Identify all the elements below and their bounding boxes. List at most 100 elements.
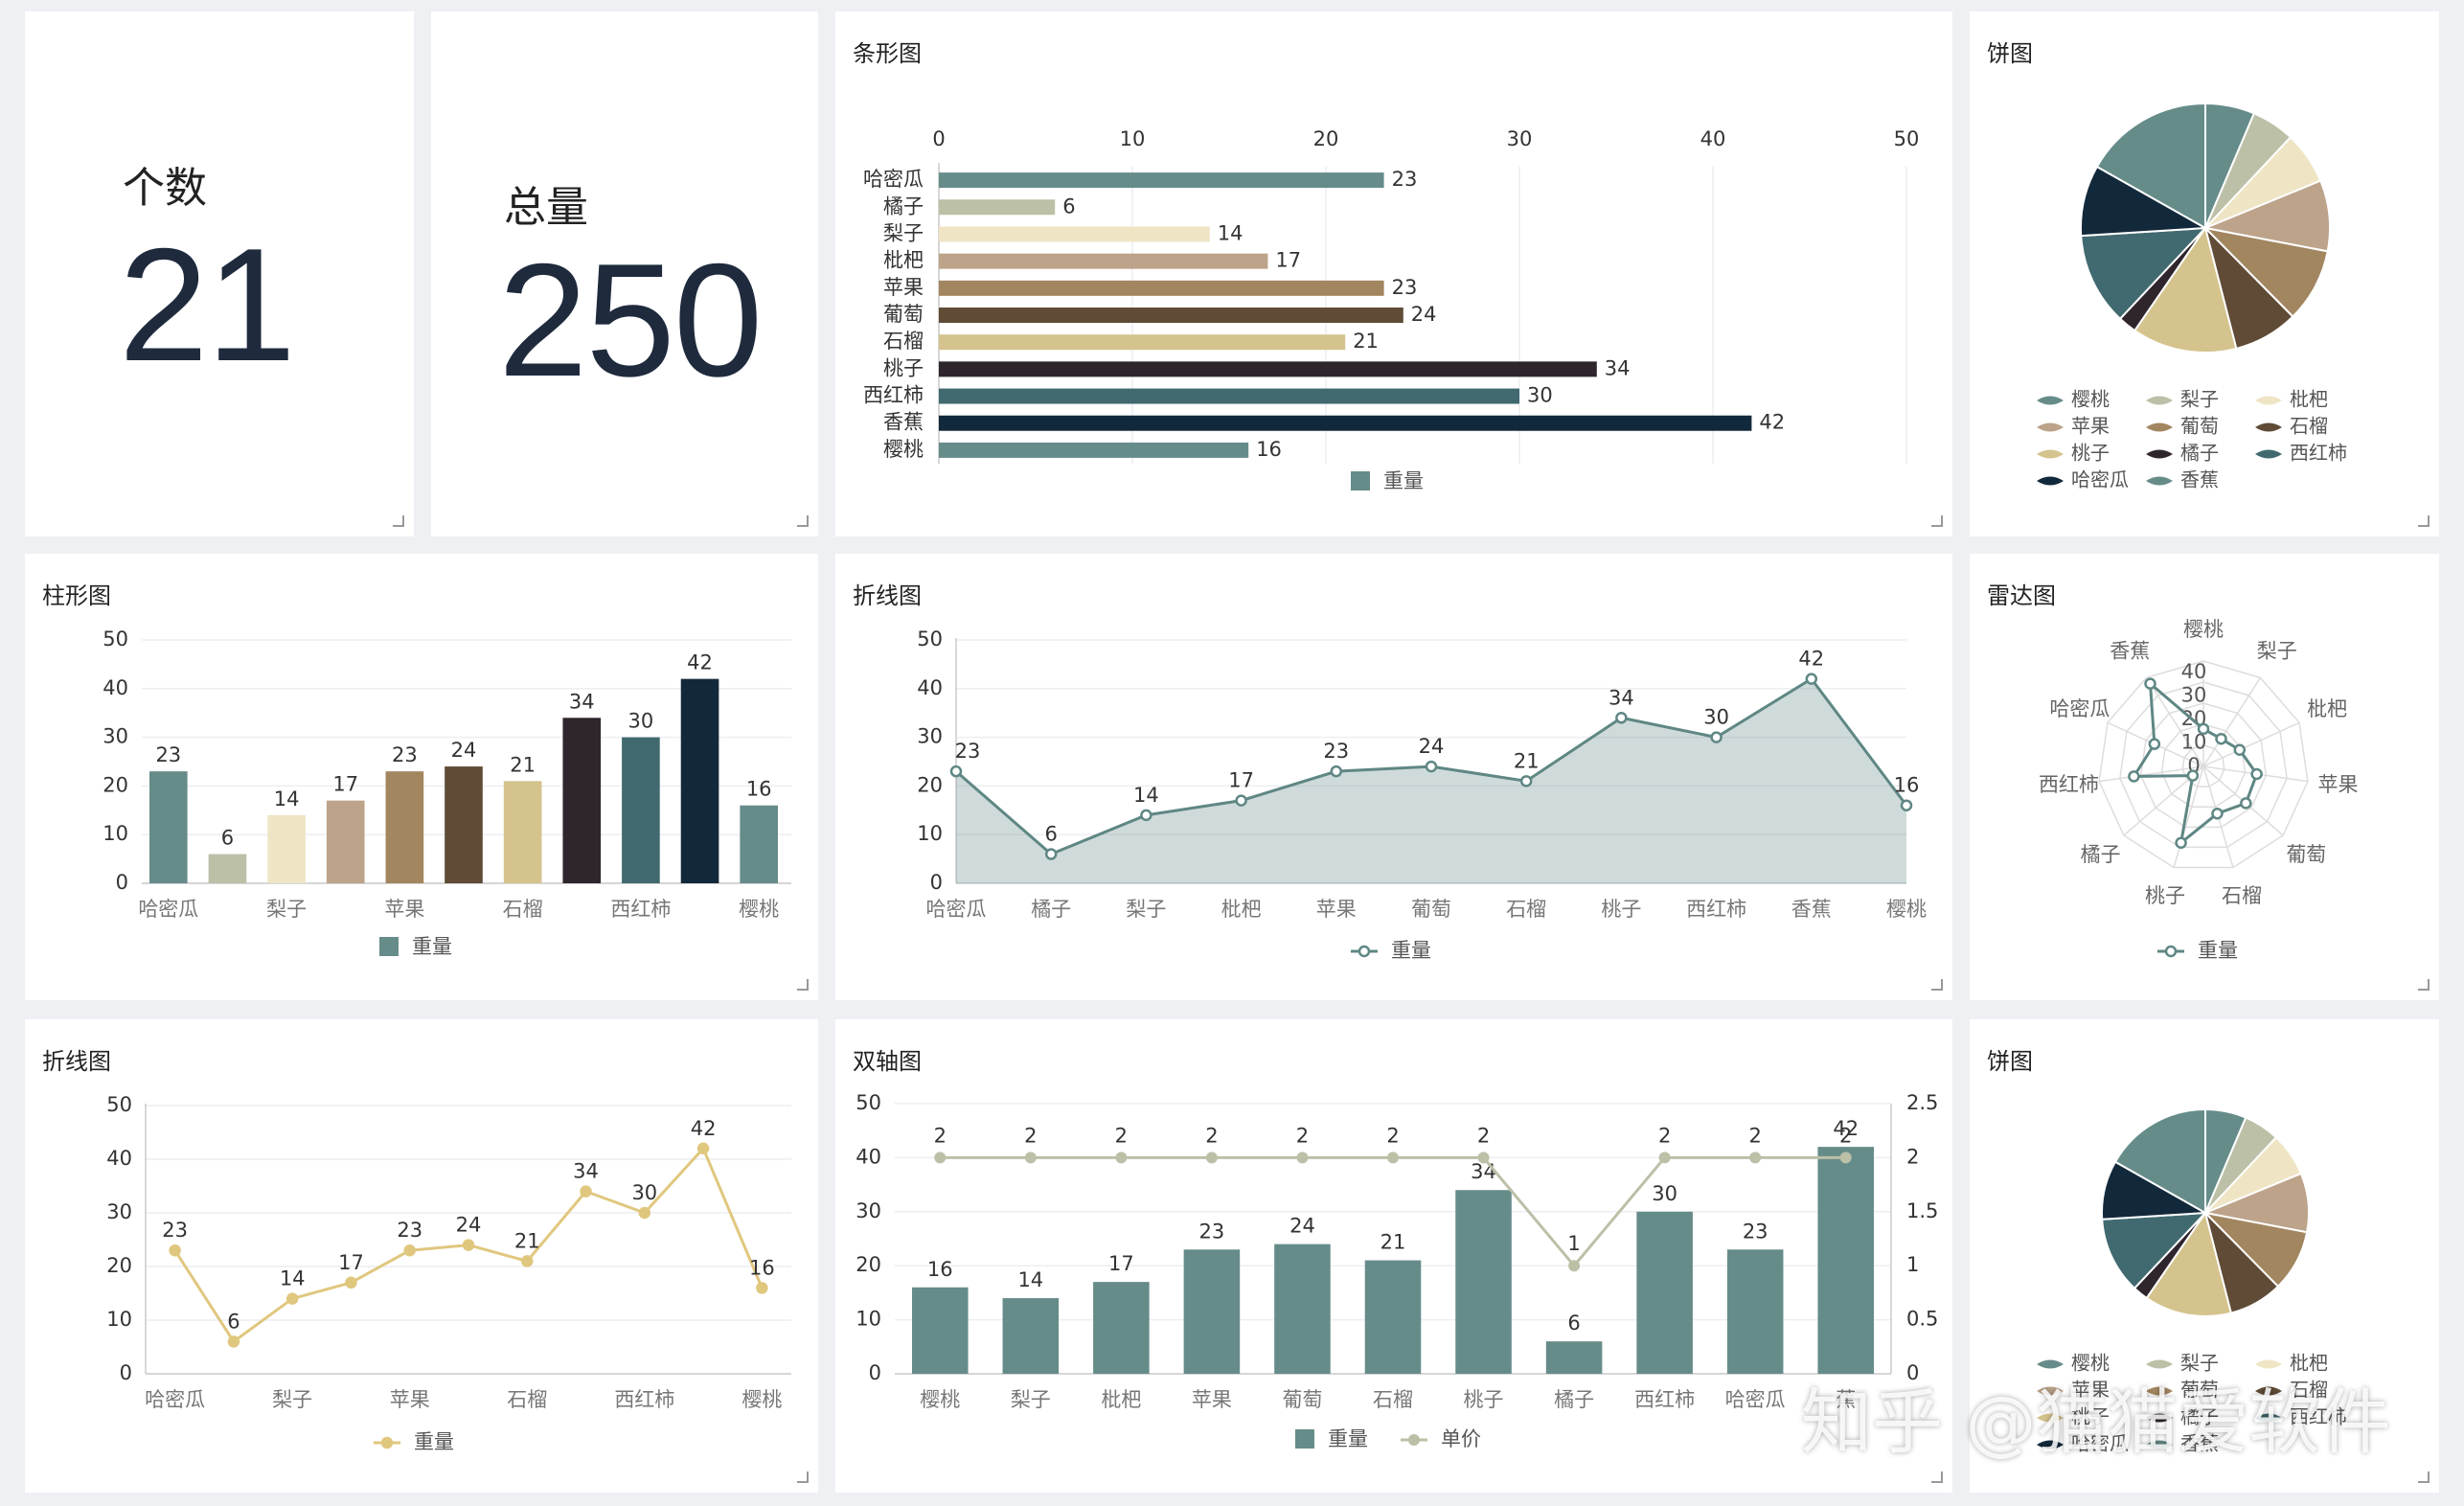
panel-title: 折线图 — [42, 1048, 111, 1075]
data-label: 2 — [1205, 1124, 1218, 1147]
legend-label: 枇杷 — [2290, 388, 2328, 411]
data-label: 21 — [510, 753, 536, 776]
legend-swatch — [2037, 1386, 2064, 1396]
x-tick-label: 西红柿 — [1634, 1388, 1695, 1411]
data-point — [285, 1292, 299, 1305]
pie1-panel: 饼图 樱桃 梨子 枇杷 苹果 葡萄 石榴 桃子 橘子 西红柿 哈密瓜 香蕉 — [1970, 11, 2439, 536]
y-tick-label: 40 — [103, 676, 128, 699]
legend-swatch — [2146, 476, 2173, 486]
resize-handle[interactable] — [2418, 979, 2430, 991]
data-label: 23 — [162, 1219, 188, 1242]
data-label: 30 — [631, 1181, 657, 1204]
data-point — [949, 764, 963, 778]
legend-label: 西红柿 — [2290, 1405, 2347, 1428]
column-chart: 0 10 20 30 40 50 23 哈密瓜 6 14 梨子 17 23 苹果 24 21 石榴 34 30 西红柿… — [103, 628, 791, 958]
bar — [1093, 1282, 1150, 1374]
data-point — [521, 1255, 534, 1267]
resize-handle[interactable] — [393, 515, 404, 527]
resize-handle[interactable] — [797, 979, 809, 991]
resize-handle[interactable] — [797, 1472, 809, 1483]
data-point — [1140, 809, 1152, 822]
watermark: 知乎 @猫猫爱软件 — [1801, 1381, 2391, 1464]
data-point — [2197, 722, 2210, 736]
y-tick-label: 30 — [103, 725, 128, 748]
bar — [503, 781, 542, 883]
y2-tick-label: 1.5 — [1906, 1199, 1938, 1222]
resize-handle[interactable] — [1931, 979, 1943, 991]
bar — [208, 854, 247, 883]
legend-swatch — [2255, 1413, 2282, 1423]
bar — [939, 415, 1752, 431]
data-label: 23 — [1323, 740, 1349, 763]
legend-label: 梨子 — [2180, 388, 2219, 411]
legend-label: 石榴 — [2290, 1379, 2328, 1402]
data-point — [227, 1335, 240, 1348]
x-tick-label: 樱桃 — [920, 1388, 960, 1411]
bar — [149, 771, 188, 883]
line2-panel: 折线图 0 10 20 30 40 50 23 哈密瓜 6 14 梨子 17 23 苹果 24 21 石榴 34 3… — [25, 1019, 818, 1493]
dual-panel: 双轴图 0 10 20 30 40 50 0 0.5 1 1.5 2 2.5 16 樱桃 14 梨子 17 枇杷 2… — [835, 1019, 1952, 1493]
pie-slice — [2101, 1211, 2208, 1290]
data-point — [696, 1142, 710, 1155]
radar-axis-label: 枇杷 — [2307, 697, 2347, 720]
legend-marker — [380, 1436, 394, 1449]
line2-chart: 0 10 20 30 40 50 23 哈密瓜 6 14 梨子 17 23 苹果 24 21 石榴 34 30 西红柿… — [106, 1093, 791, 1453]
legend-swatch — [2146, 396, 2173, 405]
data-label: 2 — [1477, 1124, 1490, 1147]
kpi-count-value: 21 — [119, 215, 296, 395]
pie-slice — [2095, 102, 2206, 230]
legend-swatch — [2146, 449, 2173, 459]
bar — [912, 1287, 969, 1374]
y2-tick-label: 1 — [1906, 1253, 1919, 1276]
legend-label: 石榴 — [2290, 415, 2328, 438]
radar-spoke — [2202, 677, 2262, 767]
x-tick-label: 橘子 — [1031, 898, 1071, 921]
radar-axis-label: 西红柿 — [2039, 773, 2099, 796]
y-tick-label: 0 — [120, 1361, 132, 1384]
data-point — [1568, 1260, 1581, 1272]
radar-axis-label: 橘子 — [2081, 843, 2121, 866]
y-tick-label: 40 — [917, 676, 943, 699]
legend-swatch — [2255, 449, 2282, 459]
resize-handle[interactable] — [797, 515, 809, 527]
x-tick-label: 石榴 — [507, 1388, 547, 1411]
x-tick-label: 10 — [1120, 127, 1146, 150]
data-point — [1296, 1152, 1309, 1164]
data-point — [1658, 1152, 1671, 1164]
resize-handle[interactable] — [2418, 1472, 2430, 1483]
panel-title: 双轴图 — [853, 1048, 922, 1075]
kpi-total-value: 250 — [498, 230, 763, 410]
x-tick-label: 哈密瓜 — [1725, 1388, 1786, 1411]
data-label: 42 — [1798, 648, 1824, 671]
y-tick-label: 40 — [106, 1147, 132, 1170]
y-tick-label: 50 — [917, 628, 943, 650]
data-label: 17 — [338, 1251, 364, 1274]
bar — [939, 334, 1346, 351]
data-label: 2 — [934, 1124, 947, 1147]
x-tick-label: 桃子 — [1464, 1388, 1504, 1411]
x-tick-label: 苹果 — [384, 898, 424, 921]
x-tick-label: 西红柿 — [1686, 898, 1746, 921]
kpi-count-panel: 个数 21 — [25, 11, 414, 536]
data-point — [1805, 673, 1818, 685]
x-tick-label: 石榴 — [503, 898, 543, 921]
legend-label: 香蕉 — [2180, 468, 2219, 491]
data-point — [403, 1244, 416, 1257]
data-label: 16 — [746, 778, 772, 801]
data-label: 30 — [1652, 1182, 1677, 1205]
data-label: 23 — [155, 743, 181, 766]
data-label: 6 — [1062, 194, 1075, 217]
data-label: 34 — [569, 690, 595, 713]
kpi-total-panel: 总量 250 — [431, 11, 818, 536]
y-tick-label: 10 — [856, 1308, 881, 1331]
resize-handle[interactable] — [1931, 515, 1943, 527]
data-point — [2175, 836, 2187, 849]
data-label: 2 — [1658, 1124, 1671, 1147]
y-tick-label: 葡萄 — [883, 303, 924, 326]
data-label: 24 — [1289, 1215, 1315, 1238]
resize-handle[interactable] — [2418, 515, 2430, 527]
resize-handle[interactable] — [1931, 1472, 1943, 1483]
y-tick-label: 梨子 — [883, 221, 924, 244]
x-tick-label: 苹果 — [1316, 898, 1357, 921]
